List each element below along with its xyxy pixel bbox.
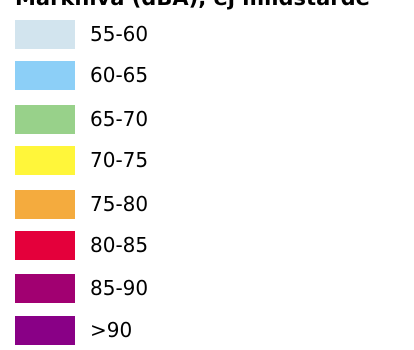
legend-label-80-85: 80-85: [90, 233, 149, 257]
legend-item-75-80: 75-80: [15, 190, 148, 219]
legend-title: Markniva (dBA), ej mildstärde: [15, 0, 370, 10]
legend-label-75-80: 75-80: [90, 192, 149, 216]
legend-label-85-90: 85-90: [90, 276, 149, 300]
legend-swatch-55-60: [15, 20, 75, 49]
legend-label-60-65: 60-65: [90, 63, 149, 87]
legend-swatch-65-70: [15, 105, 75, 134]
legend-swatch-85-90: [15, 274, 75, 303]
legend-item-60-65: 60-65: [15, 61, 148, 90]
legend-item-55-60: 55-60: [15, 20, 148, 49]
legend-item-80-85: 80-85: [15, 231, 148, 260]
legend-item-70-75: 70-75: [15, 146, 148, 175]
legend-label-over-90: >90: [90, 318, 133, 342]
legend-swatch-75-80: [15, 190, 75, 219]
legend-swatch-60-65: [15, 61, 75, 90]
legend-label-55-60: 55-60: [90, 22, 149, 46]
legend-swatch-70-75: [15, 146, 75, 175]
legend-swatch-over-90: [15, 316, 75, 345]
legend-label-65-70: 65-70: [90, 107, 149, 131]
legend-item-over-90: >90: [15, 316, 132, 345]
legend-item-85-90: 85-90: [15, 274, 148, 303]
legend-swatch-80-85: [15, 231, 75, 260]
legend-label-70-75: 70-75: [90, 148, 149, 172]
legend-item-65-70: 65-70: [15, 105, 148, 134]
